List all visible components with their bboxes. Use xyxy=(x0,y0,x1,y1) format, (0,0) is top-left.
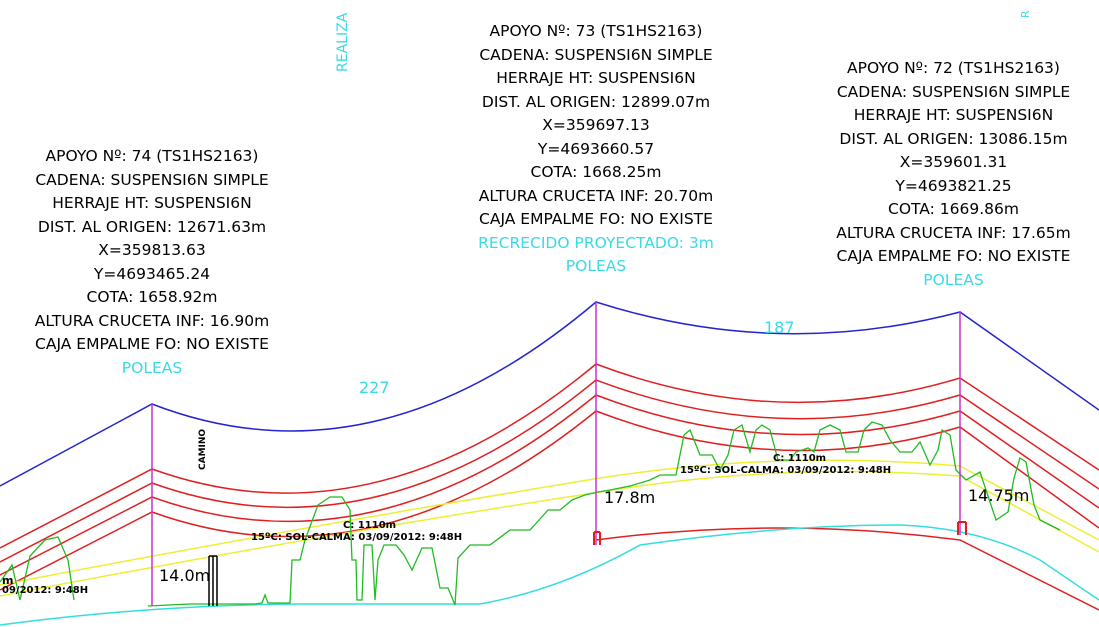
upper-catenary xyxy=(0,301,1099,487)
support-74-line-3: HERRAJE HT: SUSPENSI6N xyxy=(52,194,252,212)
support-73-line-2: CADENA: SUSPENSI6N SIMPLE xyxy=(479,45,713,64)
support-72-line-2: CADENA: SUSPENSI6N SIMPLE xyxy=(836,82,1071,101)
support-73-line-1: APOYO Nº: 73 (TS1HS2163) xyxy=(489,22,703,40)
conductor-1 xyxy=(0,363,1099,549)
support-73-info: APOYO Nº: 73 (TS1HS2163) CADENA: SUSPENS… xyxy=(444,20,748,279)
camino-label: CAMINO xyxy=(198,428,208,470)
support-73-line-3: HERRAJE HT: SUSPENSI6N xyxy=(496,69,696,87)
support-72-line-5: X=359601.31 xyxy=(899,153,1008,171)
conductor-3 xyxy=(0,394,1099,576)
terrain-profile xyxy=(0,421,1061,607)
conductor-sag-low xyxy=(595,527,1099,611)
support-74-line-8: ALTURA CRUCETA INF: 16.90m xyxy=(34,311,270,330)
support-73-line-6: Y=4693660.57 xyxy=(537,139,655,158)
support-72-line-8: ALTURA CRUCETA INF: 17.65m xyxy=(836,223,1071,242)
support-73-line-4: DIST. AL ORIGEN: 12899.07m xyxy=(481,92,711,111)
span-2-conditions: 15ºC: SOL-CALMA: 03/09/2012: 9:48H xyxy=(680,465,892,476)
tower-base-ticks xyxy=(593,521,967,545)
support-74-line-5: X=359813.63 xyxy=(98,241,206,259)
realiza-label: REALIZA xyxy=(335,12,351,72)
ground-line xyxy=(0,524,1099,626)
towers xyxy=(151,302,961,606)
support-73-poleas: POLEAS xyxy=(565,257,627,275)
conductor-4 xyxy=(0,410,1099,591)
support-72-line-9: CAJA EMPALME FO: NO EXISTE xyxy=(836,247,1071,265)
support-72-poleas: POLEAS xyxy=(923,270,984,289)
tolerance-1 xyxy=(0,459,1099,586)
clearance-marker xyxy=(208,555,218,606)
conductor-2 xyxy=(0,379,1099,563)
left-edge-m: m xyxy=(2,574,14,587)
support-72-line-3: HERRAJE HT: SUSPENSI6N xyxy=(853,106,1054,124)
support-74-line-6: Y=4693465.24 xyxy=(93,264,211,283)
span-1-conditions: 15ºC: SOL-CALMA: 03/09/2012: 9:48H xyxy=(251,532,463,543)
edge-r-label: R xyxy=(1019,10,1032,18)
support-72-line-4: DIST. AL ORIGEN: 13086.15m xyxy=(839,129,1068,148)
span-2-c-value: C: 1110m xyxy=(773,453,827,464)
clearance-73: 17.8m xyxy=(604,488,656,507)
support-73-line-7: COTA: 1668.25m xyxy=(530,163,662,181)
support-72-line-6: Y=4693821.25 xyxy=(895,176,1012,195)
support-74-line-4: DIST. AL ORIGEN: 12671.63m xyxy=(37,217,267,236)
clearance-72: 14.75m xyxy=(968,486,1030,505)
support-74-line-1: APOYO Nº: 74 (TS1HS2163) xyxy=(45,147,259,165)
support-72-info: APOYO Nº: 72 (TS1HS2163) CADENA: SUSPENS… xyxy=(808,57,1099,292)
left-edge-conditions: 09/2012: 9:48H xyxy=(2,585,89,596)
support-73-extra: RECRECIDO PROYECTADO: 3m xyxy=(478,233,714,252)
span-1-c-value: C: 1110m xyxy=(343,520,397,531)
conductors xyxy=(0,363,1099,611)
support-73-line-5: X=359697.13 xyxy=(542,116,650,134)
span-length-73-72: 187 xyxy=(764,318,795,337)
support-74-line-9: CAJA EMPALME FO: NO EXISTE xyxy=(35,335,269,353)
tolerance-curves xyxy=(0,459,1099,597)
support-74-poleas: POLEAS xyxy=(121,358,183,377)
span-length-74-73: 227 xyxy=(359,378,390,397)
support-74-line-2: CADENA: SUSPENSI6N SIMPLE xyxy=(35,170,269,189)
support-74-info: APOYO Nº: 74 (TS1HS2163) CADENA: SUSPENS… xyxy=(0,145,304,380)
support-73-line-8: ALTURA CRUCETA INF: 20.70m xyxy=(478,186,714,205)
support-74-line-7: COTA: 1658.92m xyxy=(86,288,218,306)
tolerance-2 xyxy=(0,470,1099,597)
support-72-line-7: COTA: 1669.86m xyxy=(888,200,1019,218)
support-72-line-1: APOYO Nº: 72 (TS1HS2163) xyxy=(847,59,1060,77)
clearance-74: 14.0m xyxy=(159,566,211,585)
support-73-line-9: CAJA EMPALME FO: NO EXISTE xyxy=(479,210,713,228)
